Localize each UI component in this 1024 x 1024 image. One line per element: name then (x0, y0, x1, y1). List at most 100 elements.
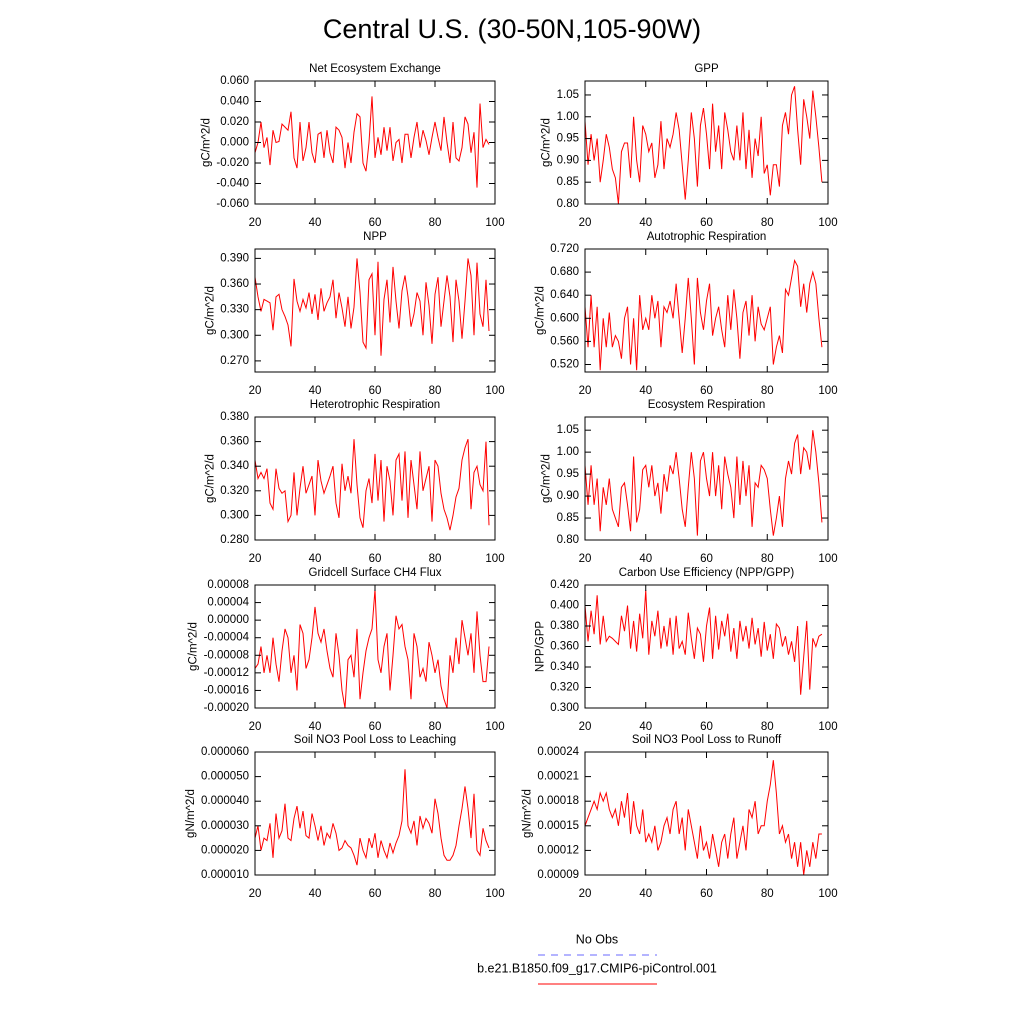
x-tick-label: 40 (639, 721, 652, 733)
panel-title: Ecosystem Respiration (648, 399, 766, 411)
data-line (584, 86, 823, 205)
plot-frame (254, 416, 496, 541)
x-tick-label: 40 (309, 553, 322, 565)
x-tick-label: 60 (700, 385, 713, 397)
y-tick-label: 0.380 (220, 411, 249, 423)
x-tick-label: 80 (429, 385, 442, 397)
x-tick-label: 20 (579, 553, 592, 565)
x-tick-label: 20 (249, 553, 262, 565)
y-tick-label: 0.300 (550, 702, 579, 714)
x-tick-label: 80 (761, 721, 774, 733)
y-tick-label: -0.00016 (204, 684, 249, 696)
y-axis-label: gC/m^2/d (204, 454, 216, 503)
data-line (254, 258, 490, 356)
y-tick-label: 0.000030 (201, 820, 249, 832)
data-line (254, 589, 490, 709)
y-tick-label: 0.280 (220, 534, 249, 546)
y-tick-label: -0.060 (216, 198, 249, 210)
data-line (254, 769, 490, 866)
data-line (584, 430, 823, 536)
y-tick-label: 0.360 (550, 641, 579, 653)
y-tick-label: 0.000050 (201, 771, 249, 783)
y-tick-label: 0.340 (550, 661, 579, 673)
y-axis-label: gC/m^2/d (534, 286, 546, 335)
x-tick-label: 40 (639, 385, 652, 397)
data-line (584, 259, 823, 371)
x-tick-label: 100 (485, 217, 504, 229)
y-tick-label: -0.040 (216, 178, 249, 190)
y-tick-label: 0.360 (220, 436, 249, 448)
x-tick-label: 20 (249, 217, 262, 229)
y-tick-label: 0.600 (550, 312, 579, 324)
y-tick-label: 0.720 (550, 243, 579, 255)
y-axis-label: gN/m^2/d (521, 789, 533, 838)
panel-title: Gridcell Surface CH4 Flux (309, 567, 442, 579)
x-tick-label: 100 (818, 385, 837, 397)
y-axis-label: gN/m^2/d (185, 789, 197, 838)
panel-title: Carbon Use Efficiency (NPP/GPP) (619, 567, 795, 579)
x-tick-label: 80 (429, 217, 442, 229)
y-tick-label: 0.85 (557, 176, 579, 188)
y-tick-label: 0.300 (220, 329, 249, 341)
data-line (584, 760, 822, 876)
y-tick-label: -0.00008 (204, 649, 249, 661)
panel-title: Soil NO3 Pool Loss to Runoff (632, 734, 782, 746)
panel-title: Autotrophic Respiration (647, 231, 767, 243)
y-tick-label: 0.420 (550, 579, 579, 591)
y-tick-label: 0.00024 (537, 746, 579, 758)
y-tick-label: 0.95 (557, 133, 579, 145)
x-tick-label: 20 (249, 888, 262, 900)
x-tick-label: 60 (700, 553, 713, 565)
x-tick-label: 40 (309, 721, 322, 733)
y-axis-label: gC/m^2/d (204, 286, 216, 335)
y-tick-label: 1.00 (557, 446, 579, 458)
y-tick-label: 0.320 (550, 682, 579, 694)
y-tick-label: 0.330 (220, 304, 249, 316)
y-tick-label: -0.00012 (204, 667, 249, 679)
data-line (584, 590, 823, 695)
x-tick-label: 100 (818, 721, 837, 733)
x-tick-label: 20 (249, 721, 262, 733)
x-tick-label: 80 (761, 553, 774, 565)
y-tick-label: -0.020 (216, 157, 249, 169)
panel-title: Soil NO3 Pool Loss to Leaching (294, 734, 456, 746)
x-tick-label: 20 (579, 385, 592, 397)
y-tick-label: 0.390 (220, 252, 249, 264)
y-tick-label: 0.00021 (537, 771, 579, 783)
x-tick-label: 80 (761, 385, 774, 397)
panel-title: Heterotrophic Respiration (310, 399, 440, 411)
y-tick-label: 0.00008 (207, 579, 249, 591)
y-tick-label: 0.00000 (207, 614, 249, 626)
y-tick-label: 0.85 (557, 512, 579, 524)
y-tick-label: 0.000010 (201, 869, 249, 881)
y-axis-label: gC/m^2/d (200, 118, 212, 167)
data-line (254, 96, 490, 188)
y-tick-label: 0.000040 (201, 795, 249, 807)
y-tick-label: 0.270 (220, 355, 249, 367)
panel-title: NPP (363, 231, 387, 243)
x-tick-label: 60 (369, 721, 382, 733)
x-tick-label: 100 (485, 385, 504, 397)
y-tick-label: 0.000 (220, 137, 249, 149)
plot-frame (254, 751, 496, 876)
y-tick-label: 0.300 (220, 509, 249, 521)
y-tick-label: 0.640 (550, 289, 579, 301)
x-tick-label: 60 (369, 553, 382, 565)
y-tick-label: 0.320 (220, 485, 249, 497)
x-tick-label: 60 (369, 217, 382, 229)
x-tick-label: 40 (309, 888, 322, 900)
x-tick-label: 100 (818, 888, 837, 900)
y-tick-label: 0.060 (220, 75, 249, 87)
y-axis-label: gC/m^2/d (188, 622, 200, 671)
y-tick-label: -0.00020 (204, 702, 249, 714)
y-tick-label: 0.400 (550, 600, 579, 612)
y-axis-label: gC/m^2/d (541, 454, 553, 503)
x-tick-label: 100 (818, 553, 837, 565)
x-tick-label: 80 (429, 888, 442, 900)
x-tick-label: 80 (429, 553, 442, 565)
figure-title: Central U.S. (30-50N,105-90W) (323, 14, 701, 44)
y-tick-label: -0.00004 (204, 632, 250, 644)
y-tick-label: 0.360 (220, 278, 249, 290)
y-tick-label: 0.560 (550, 335, 579, 347)
y-tick-label: 0.020 (220, 116, 249, 128)
